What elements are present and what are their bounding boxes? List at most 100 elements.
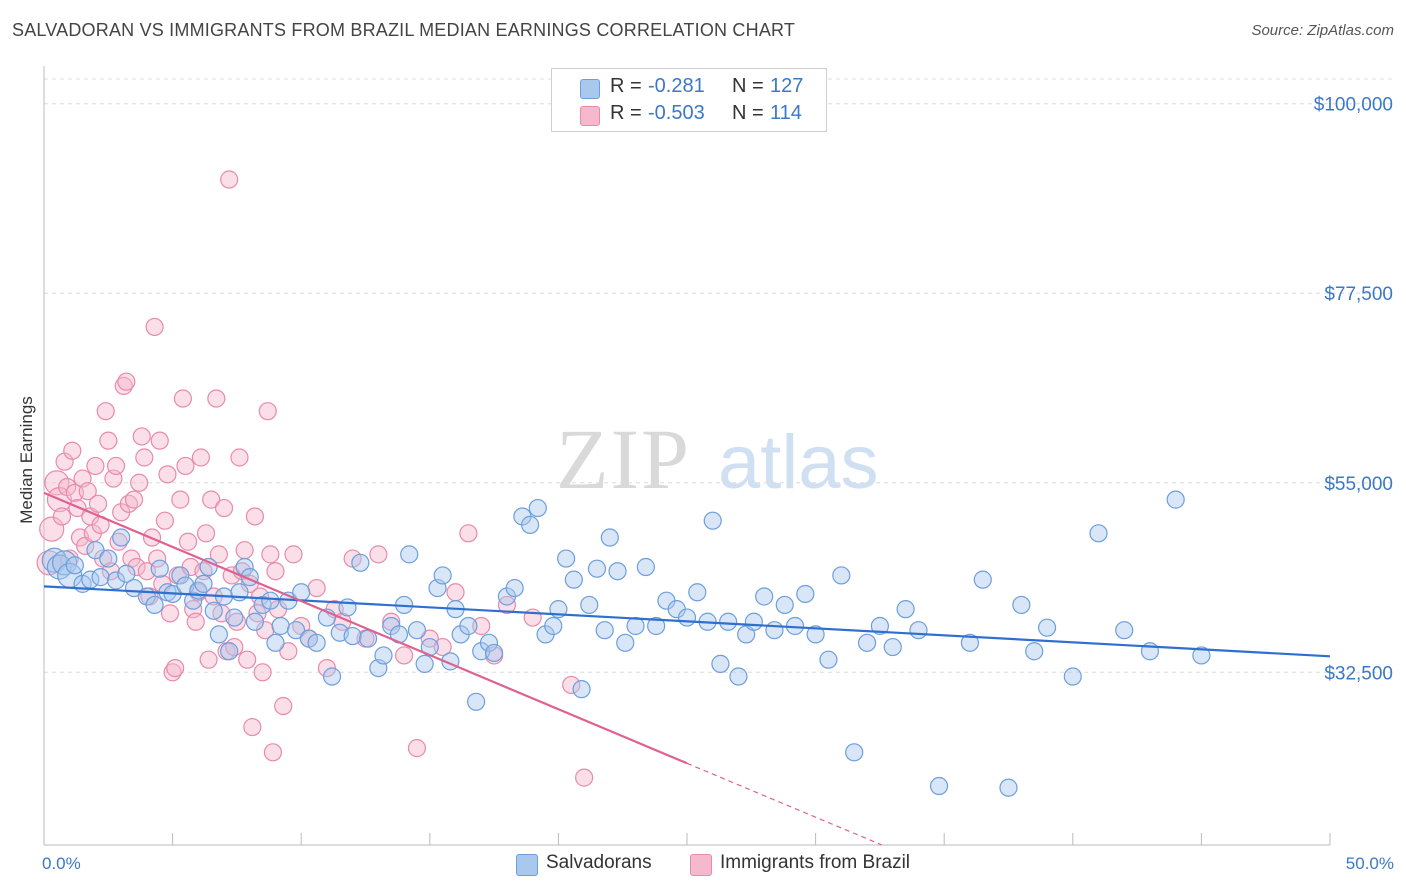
salvadoran-point bbox=[521, 515, 540, 534]
salvadoran-point bbox=[1089, 524, 1108, 543]
y-tick-label: $100,000 bbox=[1314, 95, 1393, 116]
salvadoran-point bbox=[505, 578, 524, 598]
y-tick-label: $55,000 bbox=[1324, 474, 1393, 495]
salvadoran-point bbox=[86, 541, 105, 560]
legend-n-value: 127 bbox=[770, 75, 804, 97]
salvadoran-point bbox=[677, 608, 697, 627]
brazil-point bbox=[284, 545, 303, 564]
salvadoran-point bbox=[41, 547, 67, 573]
brazil-point bbox=[155, 511, 174, 530]
brazil-point bbox=[220, 170, 239, 189]
salvadoran-point bbox=[106, 571, 126, 590]
salvadoran-point bbox=[433, 566, 452, 585]
salvadoran-point bbox=[564, 570, 583, 589]
salvadoran-point bbox=[636, 557, 655, 577]
brazil-point bbox=[160, 604, 180, 623]
brazil-point bbox=[166, 658, 185, 678]
brazil-point bbox=[562, 675, 581, 695]
brazil-point bbox=[52, 507, 72, 526]
salvadoran-point bbox=[544, 616, 563, 636]
salvadoran-point bbox=[744, 612, 763, 631]
salvadoran-point bbox=[626, 616, 645, 636]
brazil-point bbox=[209, 545, 228, 564]
brazil-point bbox=[235, 541, 254, 560]
salvadoran-point bbox=[765, 621, 784, 640]
x-tick-label: 0.0% bbox=[42, 854, 81, 873]
brazil-point bbox=[202, 490, 221, 509]
salvadoran-point bbox=[184, 591, 203, 610]
brazil-point bbox=[274, 696, 293, 716]
brazil-point bbox=[394, 646, 414, 665]
salvadoran-point bbox=[204, 601, 223, 620]
salvadoran-point bbox=[1012, 595, 1031, 615]
brazil-point bbox=[186, 612, 205, 631]
salvadoran-point bbox=[1063, 667, 1082, 686]
source-label: Source: ZipAtlas.com bbox=[1251, 22, 1394, 39]
brazil-point bbox=[407, 739, 427, 758]
y-tick-label: $32,500 bbox=[1324, 663, 1393, 684]
brazil-point bbox=[258, 402, 277, 421]
salvadoran-point bbox=[343, 626, 362, 646]
salvadoran-point bbox=[51, 550, 78, 576]
salvadorans-label: Salvadorans bbox=[546, 852, 652, 873]
watermark-zip: ZIP bbox=[556, 411, 691, 507]
salvadoran-point bbox=[608, 562, 627, 581]
salvadoran-point bbox=[322, 667, 342, 686]
brazil-points bbox=[36, 170, 594, 787]
salvadoran-point bbox=[973, 570, 992, 589]
legend-swatch-pink bbox=[580, 106, 600, 126]
salvadoran-point bbox=[711, 654, 730, 673]
y-tick-labels: $32,500 $55,000 $77,500 $100,000 bbox=[1314, 95, 1393, 685]
salvadoran-point bbox=[909, 621, 928, 640]
salvadoran-point bbox=[351, 553, 370, 572]
legend-r-label: R = bbox=[610, 75, 642, 97]
legend-r-value: -0.281 bbox=[648, 75, 705, 97]
salvadoran-point bbox=[150, 559, 169, 578]
brazil-point bbox=[124, 490, 144, 509]
salvadoran-point bbox=[729, 667, 748, 686]
salvadoran-point bbox=[557, 549, 576, 568]
brazil-point bbox=[176, 456, 195, 476]
watermark: ZIP atlas bbox=[556, 411, 879, 507]
salvadoran-point bbox=[595, 621, 614, 640]
brazil-trend-extension bbox=[686, 762, 883, 846]
y-tick-label: $77,500 bbox=[1324, 284, 1393, 305]
chart-title: SALVADORAN VS IMMIGRANTS FROM BRAZIL MED… bbox=[12, 20, 796, 40]
legend-row-brazil: R = -0.503 N = 114 bbox=[552, 100, 826, 128]
salvadoran-point bbox=[572, 680, 591, 699]
salvadoran-point bbox=[307, 633, 326, 652]
salvadoran-point bbox=[719, 612, 738, 631]
legend-n-value: 114 bbox=[770, 102, 802, 124]
salvadoran-point bbox=[65, 556, 84, 575]
salvadoran-point bbox=[479, 633, 499, 652]
salvadoran-point bbox=[245, 612, 265, 631]
salvadoran-point bbox=[870, 616, 890, 636]
correlation-legend: R = -0.281 N = 127 R = -0.503 N = 114 bbox=[551, 68, 827, 132]
brazil-point bbox=[433, 637, 452, 657]
salvadoran-point bbox=[117, 564, 136, 583]
salvadoran-point bbox=[235, 557, 254, 577]
salvadoran-point bbox=[220, 642, 239, 661]
salvadoran-point bbox=[1115, 621, 1134, 640]
salvadoran-point bbox=[46, 554, 73, 580]
salvadoran-point bbox=[647, 616, 666, 636]
brazil-trend-line bbox=[43, 491, 688, 765]
brazil-point bbox=[86, 456, 105, 476]
brazil-point bbox=[279, 642, 298, 661]
salvadoran-point bbox=[1166, 490, 1185, 509]
brazil-point bbox=[132, 427, 151, 446]
legend-r-value: -0.503 bbox=[648, 102, 705, 124]
brazil-point bbox=[173, 389, 192, 408]
brazil-point bbox=[39, 516, 65, 542]
salvadoran-point bbox=[806, 625, 825, 644]
salvadoran-point bbox=[171, 566, 190, 585]
brazil-point bbox=[266, 562, 285, 581]
brazil-point bbox=[96, 402, 115, 421]
brazil-point bbox=[63, 441, 82, 460]
brazil-point bbox=[178, 532, 198, 551]
salvadoran-point bbox=[485, 643, 504, 663]
legend-n-label: N = bbox=[732, 75, 764, 97]
brazil-point bbox=[171, 490, 190, 509]
brazil-point bbox=[207, 389, 226, 408]
legend-row-salvadorans: R = -0.281 N = 127 bbox=[552, 73, 826, 101]
